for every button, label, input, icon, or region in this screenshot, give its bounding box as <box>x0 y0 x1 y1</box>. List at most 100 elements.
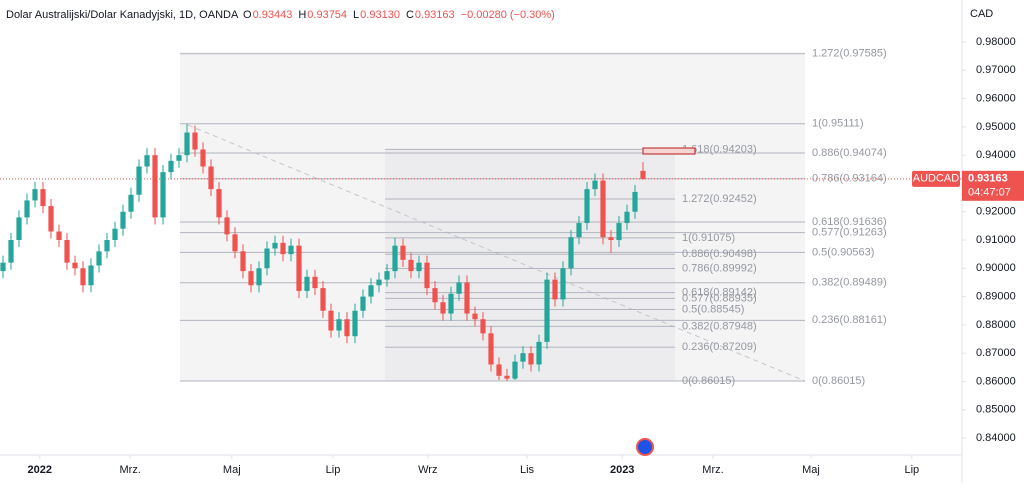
candle-body <box>56 231 62 241</box>
candle-body <box>136 166 142 195</box>
fib-label: 0.5(0.90563) <box>812 246 874 258</box>
candle-body <box>304 276 310 291</box>
candle-body <box>368 285 374 297</box>
candle-body <box>576 223 582 238</box>
candle-body <box>24 200 30 218</box>
fib-zone <box>385 149 675 381</box>
ohlc-key: H <box>298 9 306 21</box>
candle-body <box>296 245 302 291</box>
candle-body <box>456 282 462 294</box>
candle-body <box>440 302 446 314</box>
fib-label: 0.618(0.89142) <box>682 286 757 298</box>
candle-body <box>224 217 230 235</box>
ohlc-key: L <box>353 9 359 21</box>
y-tick-label: 0.90000 <box>976 262 1016 274</box>
currency-label: CAD <box>970 8 993 20</box>
candle-body <box>624 211 630 224</box>
candle-body <box>392 245 398 272</box>
candle-body <box>344 319 350 337</box>
fib-label: 0.382(0.89489) <box>812 277 887 289</box>
fib-label: 0.5(0.88545) <box>682 303 744 315</box>
trend-line <box>187 124 806 382</box>
y-tick-label: 0.87000 <box>976 347 1016 359</box>
candle-body <box>424 262 430 289</box>
candle-body <box>248 271 254 286</box>
y-tick-label: 0.91000 <box>976 234 1016 246</box>
x-tick-label: 2022 <box>28 464 52 476</box>
symbol-tag-text: AUDCAD <box>913 173 960 185</box>
candle-body <box>40 189 46 207</box>
fib-label: 0.886(0.90498) <box>682 248 757 260</box>
price-tag <box>962 170 1024 201</box>
candle-body <box>384 271 390 280</box>
candle-body <box>320 288 326 311</box>
y-tick-label: 0.95000 <box>976 121 1016 133</box>
candle-body <box>280 242 286 255</box>
fib-label: 0.786(0.89992) <box>682 262 757 274</box>
fib-label: 0.886(0.94074) <box>812 147 887 159</box>
x-tick-label: Lis <box>520 464 535 476</box>
fib-label: 1.272(0.92452) <box>682 193 757 205</box>
fib-label: 1(0.91075) <box>682 232 735 244</box>
candle-body <box>560 268 566 300</box>
candle-body <box>632 191 638 212</box>
candle-body <box>432 288 438 303</box>
candle-body <box>120 211 126 229</box>
candle-body <box>240 251 246 272</box>
candle-body <box>536 341 542 365</box>
candle-body <box>72 262 78 269</box>
candle-body <box>640 170 646 179</box>
candle-body <box>584 189 590 224</box>
candle-body <box>400 245 406 260</box>
candle-body <box>232 234 238 252</box>
candle-body <box>96 251 102 266</box>
x-tick-label: Lip <box>326 464 341 476</box>
y-tick-label: 0.84000 <box>976 432 1016 444</box>
candle-body <box>80 268 86 286</box>
candle-body <box>488 333 494 365</box>
fib-label: 0(0.86015) <box>682 375 735 387</box>
y-tick-label: 0.97000 <box>976 64 1016 76</box>
fib-label: 1.618(0.94203) <box>682 143 757 155</box>
candle-body <box>416 262 422 272</box>
ohlc-key: O <box>243 9 252 21</box>
candle-body <box>568 237 574 269</box>
candle-body <box>160 172 166 218</box>
flag-icon[interactable] <box>636 438 654 456</box>
y-tick-label: 0.98000 <box>976 36 1016 48</box>
x-tick-label: Mrz. <box>702 464 723 476</box>
candle-body <box>0 262 6 272</box>
candle-body <box>552 279 558 300</box>
candle-body <box>152 155 158 218</box>
candle-body <box>168 160 174 173</box>
candle-body <box>176 155 182 161</box>
candle-body <box>352 310 358 337</box>
candle-body <box>184 132 190 156</box>
fib-label: 1.272(0.97585) <box>812 48 887 60</box>
y-tick-label: 0.94000 <box>976 149 1016 161</box>
candle-body <box>448 293 454 314</box>
fib-label: 0.236(0.87209) <box>682 341 757 353</box>
candle-body <box>256 268 262 286</box>
y-tick-label: 0.96000 <box>976 92 1016 104</box>
y-tick-label: 0.86000 <box>976 375 1016 387</box>
candle-body <box>480 319 486 334</box>
candle-body <box>64 240 70 263</box>
symbol-title: Dolar Australijski/Dolar Kanadyjski, 1D,… <box>6 9 239 21</box>
candle-body <box>600 180 606 238</box>
box-annotation <box>642 147 696 155</box>
candle-body <box>496 364 502 376</box>
fib-label: 0.236(0.88161) <box>812 314 887 326</box>
candle-body <box>16 217 22 241</box>
candle-body <box>512 361 518 379</box>
candle-body <box>8 240 14 263</box>
candle-body <box>464 282 470 314</box>
candle-body <box>104 240 110 252</box>
candle-body <box>200 149 206 167</box>
candle-body <box>216 189 222 218</box>
candle-body <box>312 276 318 289</box>
ohlc-value: 0.93754 <box>307 9 347 21</box>
ohlc-value: 0.93130 <box>360 9 400 21</box>
